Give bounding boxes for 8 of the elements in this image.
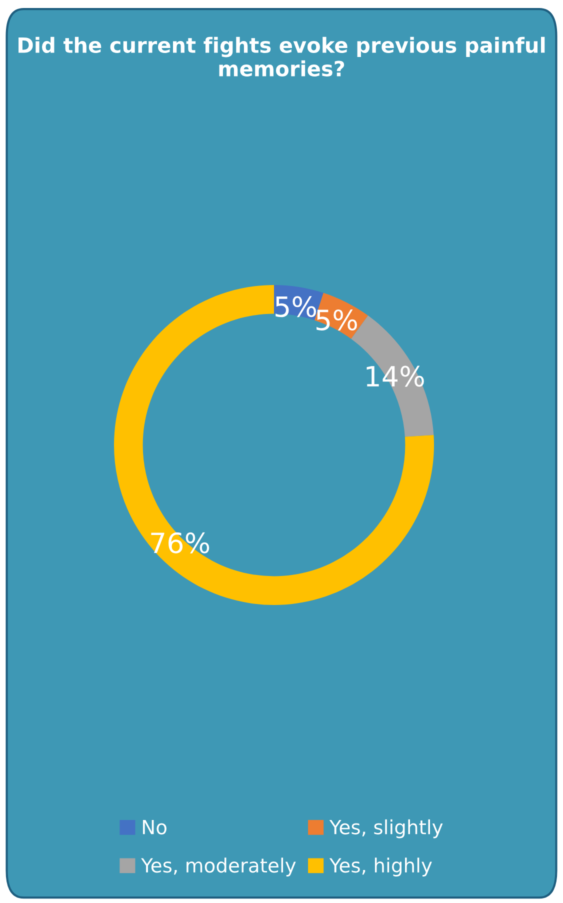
- chart-title: Did the current fights evoke previous painful memories?: [18, 36, 545, 76]
- data-label: 5%: [316, 309, 357, 330]
- data-label: 5%: [276, 296, 316, 318]
- legend-label: No: [142, 820, 166, 834]
- legend-label: Yes, highly: [329, 858, 432, 876]
- legend-label: Yes, slightly: [329, 819, 443, 838]
- legend-label: Yes, moderately: [141, 858, 296, 876]
- donut-slice: [114, 285, 434, 605]
